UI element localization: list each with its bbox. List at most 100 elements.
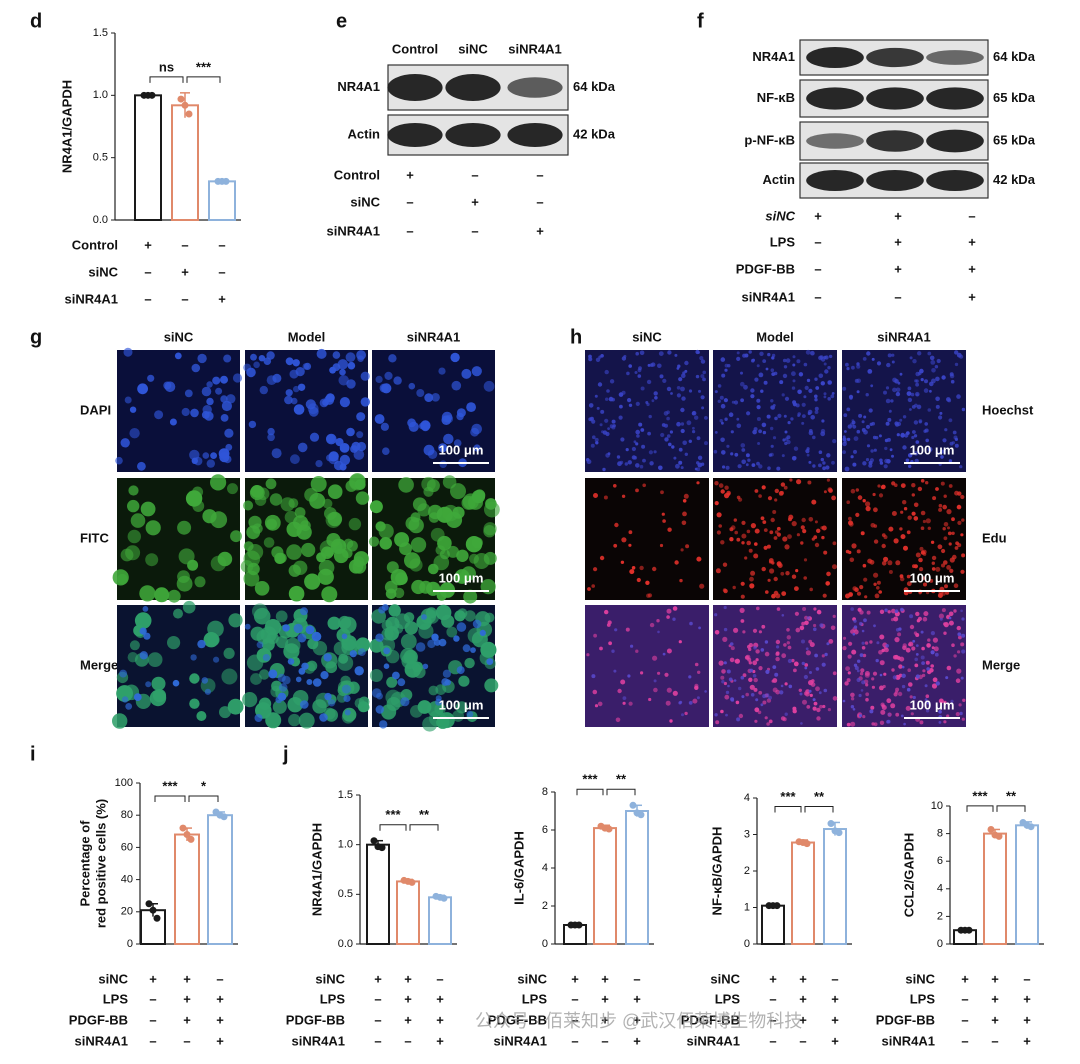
y-tick-label: 0.5: [338, 888, 353, 900]
cell: [856, 677, 861, 683]
cell: [227, 483, 238, 495]
cell: [741, 695, 745, 699]
cell: [954, 546, 959, 550]
cell: [755, 698, 759, 702]
cell: [896, 421, 902, 427]
cell: [647, 431, 651, 436]
cell: [758, 464, 763, 469]
cell: [859, 714, 862, 718]
cell: [926, 643, 931, 648]
cell: [899, 418, 903, 422]
condition-sign: –: [536, 194, 543, 209]
blot-band: [445, 123, 501, 147]
lane-label: siNR4A1: [508, 41, 561, 56]
cell: [738, 686, 742, 691]
cell: [791, 371, 796, 377]
cell: [891, 608, 896, 614]
scale-bar-label: 100 μm: [910, 442, 955, 457]
cell: [776, 561, 782, 567]
cell: [724, 368, 728, 372]
cell: [666, 434, 671, 438]
cell: [720, 489, 725, 494]
cell: [894, 609, 899, 613]
cell: [232, 373, 243, 383]
cell: [662, 378, 667, 383]
cell: [604, 418, 609, 423]
cell: [895, 674, 901, 680]
cell: [346, 427, 355, 437]
blot-band: [445, 74, 501, 101]
cell: [772, 665, 777, 669]
cell: [785, 358, 791, 363]
cell: [596, 406, 600, 410]
cell: [614, 522, 619, 528]
cell: [640, 386, 645, 391]
cell: [940, 455, 944, 459]
condition-label: siNC: [88, 264, 118, 279]
cell: [800, 541, 804, 545]
cell: [832, 671, 837, 676]
cell: [404, 552, 421, 569]
cell: [375, 633, 384, 642]
cell: [821, 525, 827, 531]
cell: [413, 666, 426, 679]
cell: [914, 379, 918, 383]
cell: [723, 681, 728, 686]
cell: [816, 609, 822, 615]
cell: [851, 649, 857, 655]
condition-sign: +: [894, 261, 902, 276]
cell: [704, 690, 707, 693]
cell: [907, 515, 912, 520]
cell: [609, 379, 615, 384]
cell: [731, 400, 735, 404]
cell: [662, 519, 666, 523]
condition-sign: +: [991, 971, 999, 986]
cell: [750, 523, 757, 529]
cell: [927, 669, 932, 675]
cell: [951, 441, 956, 445]
cell: [866, 424, 870, 429]
cell: [920, 479, 925, 483]
cell: [206, 397, 214, 406]
cell: [230, 530, 242, 543]
cell: [696, 556, 702, 562]
cell: [639, 350, 645, 356]
cell: [662, 652, 666, 656]
cell: [749, 684, 755, 690]
cell: [720, 540, 725, 545]
cell: [304, 573, 321, 590]
cell: [784, 544, 790, 550]
cell: [816, 528, 821, 533]
condition-sign: +: [968, 234, 976, 249]
cell: [305, 625, 315, 635]
cell: [272, 373, 282, 383]
cell: [760, 389, 764, 393]
cell: [804, 666, 808, 670]
cell: [818, 373, 824, 379]
cell: [792, 400, 797, 405]
y-tick-label: 1.0: [93, 89, 108, 101]
cell: [854, 666, 859, 670]
cell: [293, 385, 300, 393]
cell: [278, 683, 288, 692]
cell: [801, 639, 805, 644]
cell: [752, 628, 758, 633]
cell: [914, 657, 918, 662]
cell: [664, 672, 669, 677]
cell: [688, 389, 693, 393]
cell: [820, 457, 824, 462]
cell: [888, 526, 894, 532]
cell: [620, 679, 626, 685]
condition-label: siNC: [315, 971, 345, 986]
cell: [862, 715, 866, 719]
cell: [684, 369, 688, 373]
cell: [888, 409, 892, 413]
condition-sign: –: [471, 223, 478, 238]
cell: [471, 537, 483, 549]
cell: [791, 386, 796, 390]
cell: [700, 395, 705, 400]
cell: [914, 458, 919, 464]
cell: [783, 414, 787, 418]
cell: [884, 446, 888, 451]
data-point: [408, 878, 416, 886]
